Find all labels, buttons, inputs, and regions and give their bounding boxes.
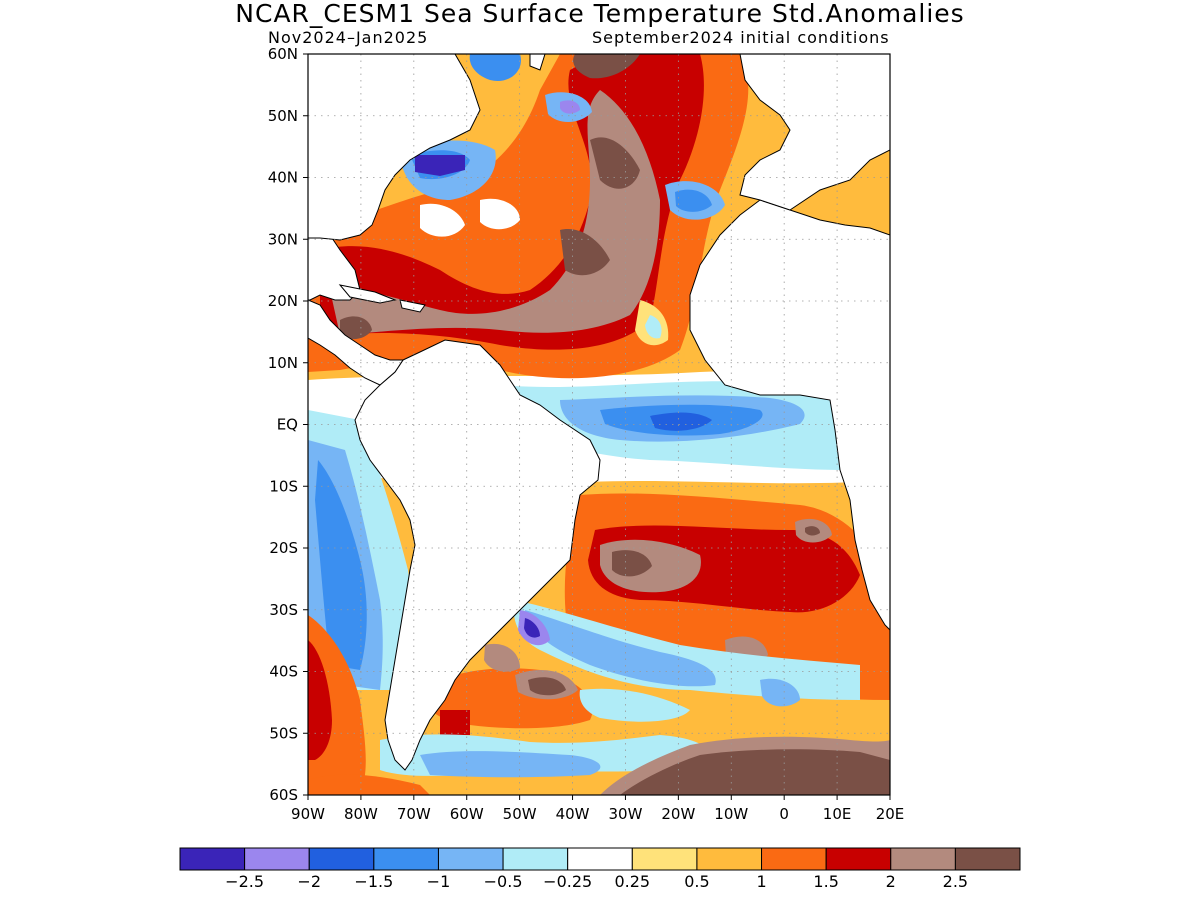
colorbar-label: 1.5 [813,872,838,891]
colorbar-label: −0.5 [484,872,523,891]
figure-title: NCAR_CESM1 Sea Surface Temperature Std.A… [235,0,965,28]
sst-anomaly-field [308,54,890,795]
lon-label: 20W [661,805,695,823]
lon-label: 0 [779,805,789,823]
lon-label: 10E [823,805,852,823]
lat-label: 60S [269,786,298,804]
colorbar-label: −1.5 [354,872,393,891]
lat-label: 10N [268,354,298,372]
colorbar-swatch [825,847,892,871]
lat-label: 40N [268,169,298,187]
colorbar-swatch [890,847,956,871]
subtitle-initial-conditions: September2024 initial conditions [592,28,890,47]
colorbar-swatch [567,847,633,871]
colorbar-label: 0.25 [614,872,650,891]
colorbar-swatch [437,847,504,871]
lon-label: 50W [503,805,537,823]
lon-label: 90W [291,805,325,823]
colorbar-swatch [179,847,246,871]
colorbar-swatch [954,847,1021,871]
lat-label: 50S [269,724,298,742]
colorbar-swatch [244,847,310,871]
lat-label: EQ [277,416,298,434]
colorbar-label: 2.5 [943,872,968,891]
colorbar-swatch [696,847,763,871]
lon-label: 10W [714,805,748,823]
lat-label: 20S [269,539,298,557]
lon-label: 30W [608,805,642,823]
lon-label: 70W [397,805,431,823]
colorbar-label: 1 [756,872,766,891]
lat-label: 20N [268,292,298,310]
lon-label: 80W [344,805,378,823]
lat-label: 30N [268,230,298,248]
colorbar-label: −2 [297,872,321,891]
colorbar-label: −2.5 [225,872,264,891]
lon-label: 60W [450,805,484,823]
subtitle-period: Nov2024–Jan2025 [268,28,429,47]
colorbar-swatch [761,847,827,871]
lat-label: 50N [268,107,298,125]
colorbar-swatch [631,847,698,871]
colorbar-swatch [502,847,569,871]
lat-label: 60N [268,45,298,63]
colorbar-label: −1 [427,872,451,891]
map-grid [308,54,890,795]
colorbar: −2.5 −2 −1.5 −1 −0.5 −0.25 0.25 0.5 1 1.5 2 2.5 [179,847,1021,891]
axis-labels: 60N 50N 40N 30N 20N 10N EQ 10S 20S 30S 40S 50S 60S90… [268,45,905,823]
lat-label: 40S [269,663,298,681]
colorbar-label: 0.5 [684,872,709,891]
lon-label: 40W [556,805,590,823]
colorbar-swatch [308,847,375,871]
colorbar-label: 2 [886,872,896,891]
colorbar-label: −0.25 [543,872,592,891]
lon-label: 20E [876,805,905,823]
colorbar-swatch [373,847,439,871]
lat-label: 30S [269,601,298,619]
lat-label: 10S [269,477,298,495]
